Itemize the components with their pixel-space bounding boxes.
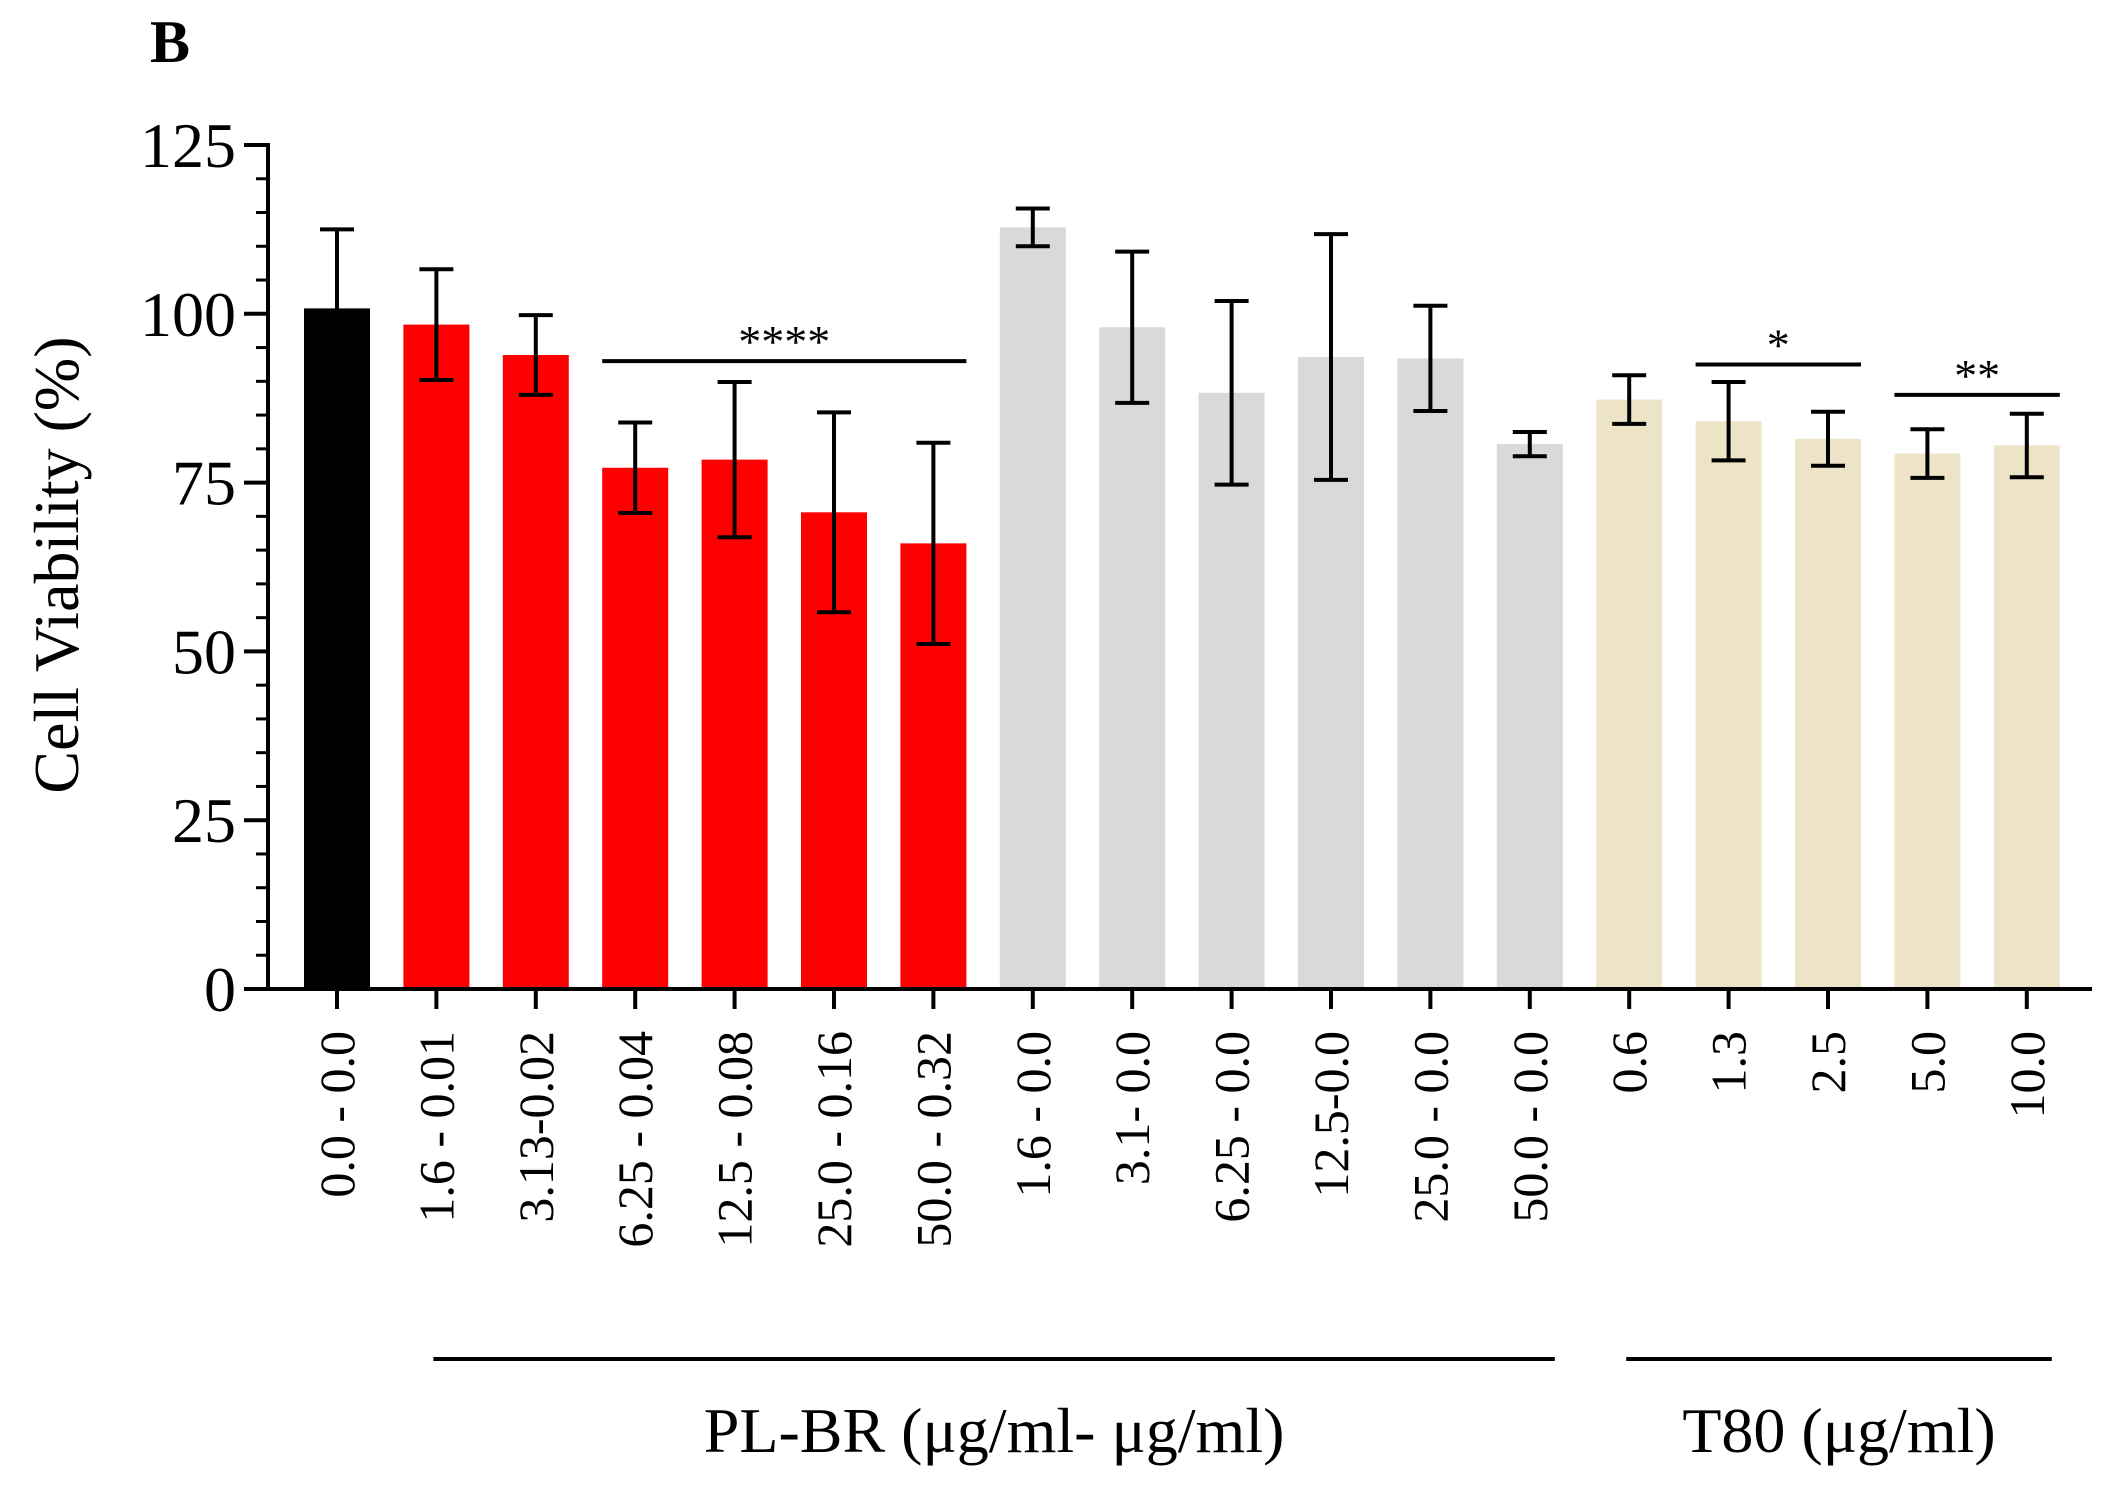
- bar-2: [502, 354, 569, 990]
- bar-11: [1397, 358, 1464, 990]
- significance-label-1: *: [1767, 319, 1790, 370]
- x-tick-label-3: 6.25 - 0.04: [607, 1031, 663, 1248]
- y-tick-label-100: 100: [140, 279, 236, 350]
- y-tick-label-75: 75: [172, 448, 236, 519]
- x-tick-label-5: 25.0 - 0.16: [806, 1031, 862, 1248]
- x-tick-label-17: 10.0: [1999, 1031, 2055, 1119]
- x-tick-label-9: 6.25 - 0.0: [1204, 1031, 1260, 1223]
- group-labels-layer: PL-BR (μg/ml- μg/ml) T80 (μg/ml): [433, 1357, 2052, 1466]
- bar-12: [1496, 444, 1563, 989]
- significance-layer: **** ***: [602, 316, 2060, 401]
- x-tick-label-14: 1.3: [1701, 1031, 1757, 1094]
- bar-15: [1795, 438, 1861, 989]
- bar-1: [403, 324, 470, 989]
- y-tick-label-0: 0: [204, 954, 236, 1025]
- axes-layer: [266, 143, 2092, 991]
- x-tick-label-16: 5.0: [1899, 1031, 1955, 1094]
- significance-label-0: ****: [738, 316, 830, 367]
- bars-layer: [304, 227, 2060, 990]
- x-tick-label-1: 1.6 - 0.01: [408, 1031, 464, 1223]
- bar-4: [701, 459, 768, 989]
- x-tick-label-0: 0.0 - 0.0: [309, 1031, 365, 1198]
- bar-3: [602, 467, 669, 989]
- panel-label: B: [150, 9, 190, 75]
- significance-label-2: **: [1954, 350, 2000, 401]
- x-tick-label-4: 12.5 - 0.08: [707, 1031, 763, 1248]
- bar-9: [1198, 392, 1265, 989]
- error-bars-layer: [320, 206, 2044, 646]
- bar-16: [1894, 453, 1961, 989]
- y-tick-label-125: 125: [140, 110, 236, 181]
- bar-8: [1099, 327, 1166, 990]
- x-tick-label-2: 3.13-0.02: [508, 1031, 564, 1223]
- group-label-0: PL-BR (μg/ml- μg/ml): [704, 1395, 1285, 1466]
- x-tick-label-13: 0.6: [1601, 1031, 1657, 1094]
- x-tick-label-15: 2.5: [1800, 1031, 1856, 1094]
- group-label-1: T80 (μg/ml): [1682, 1395, 1995, 1466]
- y-ticks-layer: 0 25 50 75 100 125: [140, 110, 268, 1025]
- category-labels-layer: 0.0 - 0.0 1.6 - 0.01 3.13-0.02 6.25 - 0.04 1…: [309, 989, 2055, 1248]
- bar-17: [1993, 445, 2060, 989]
- y-axis-label: Cell Viability (%): [21, 336, 92, 793]
- x-tick-label-7: 1.6 - 0.0: [1005, 1031, 1061, 1198]
- x-tick-label-12: 50.0 - 0.0: [1502, 1031, 1558, 1223]
- y-tick-label-50: 50: [172, 616, 236, 687]
- bar-7: [999, 227, 1066, 990]
- x-tick-label-8: 3.1- 0.0: [1104, 1031, 1160, 1185]
- x-tick-label-10: 12.5-0.0: [1303, 1031, 1359, 1198]
- bar-13: [1596, 399, 1663, 989]
- x-tick-label-6: 50.0 - 0.32: [905, 1031, 961, 1248]
- bar-0: [304, 308, 370, 989]
- x-tick-label-11: 25.0 - 0.0: [1402, 1031, 1458, 1223]
- bar-14: [1695, 421, 1762, 989]
- y-tick-label-25: 25: [172, 785, 236, 856]
